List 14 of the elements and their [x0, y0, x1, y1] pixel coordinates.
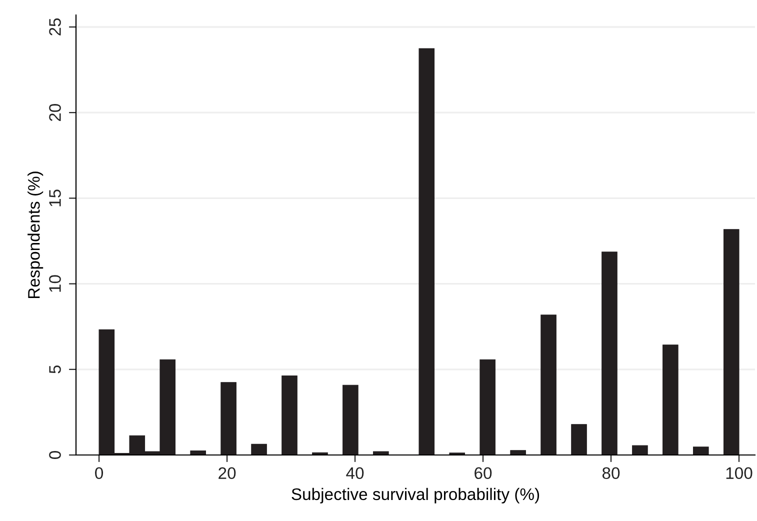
x-tick-label: 60 — [474, 467, 492, 480]
x-tick-label: 20 — [218, 467, 236, 480]
x-tick-label: 0 — [95, 467, 104, 480]
x-axis-title: Subjective survival probability (%) — [292, 488, 540, 504]
y-tick-label: 25 — [49, 18, 61, 36]
x-tick-label: 100 — [726, 467, 752, 480]
y-axis-title: Respondents (%) — [28, 172, 44, 298]
x-tick-label: 80 — [602, 467, 620, 480]
x-tick-label: 40 — [346, 467, 364, 480]
y-tick-label: 20 — [49, 104, 61, 122]
y-tick-label: 10 — [49, 275, 61, 292]
y-tick-label: 5 — [49, 365, 61, 374]
y-tick-label: 0 — [49, 451, 61, 459]
y-tick-label: 15 — [49, 190, 61, 206]
